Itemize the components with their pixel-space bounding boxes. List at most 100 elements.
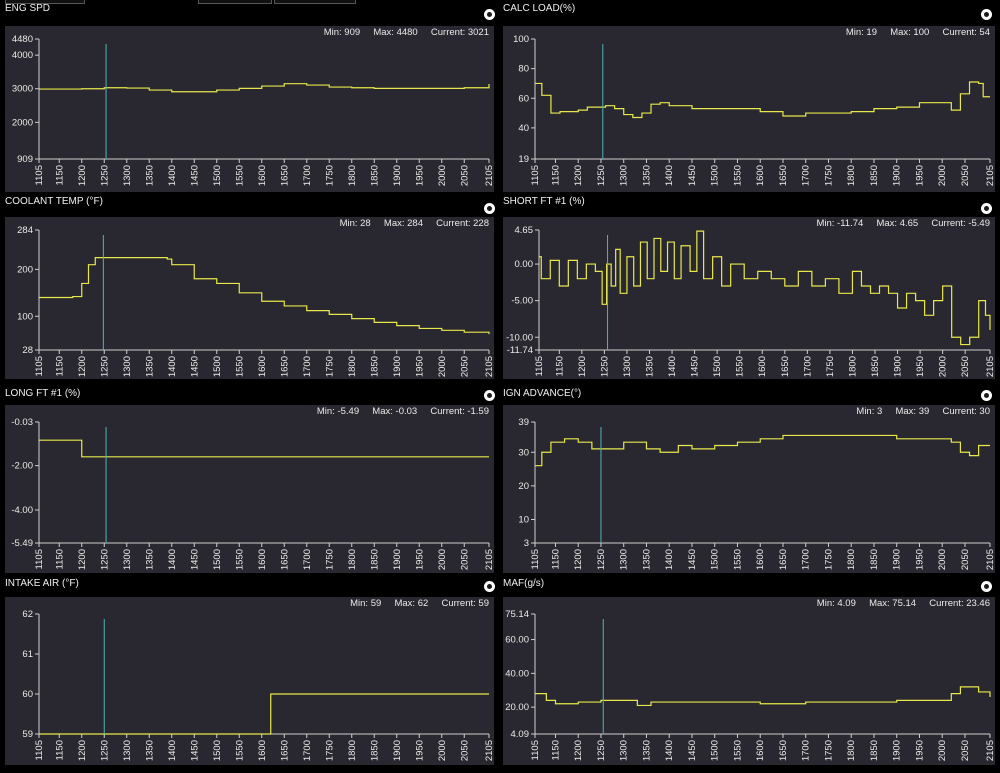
- y-tick-label: -2.00: [11, 461, 33, 472]
- panel-settings-icon[interactable]: [981, 203, 992, 214]
- panel-title: CALC LOAD(%): [503, 3, 576, 14]
- x-tick-label: 1650: [778, 165, 789, 186]
- panel-settings-icon[interactable]: [981, 9, 992, 20]
- x-tick-label: 1700: [302, 740, 313, 761]
- x-tick-label: 1400: [167, 549, 178, 570]
- panel-settings-icon[interactable]: [484, 581, 495, 592]
- chart-panel[interactable]: Min: 59 Max: 62 Current: 59 62 61 60 59 1105 1…: [5, 597, 494, 765]
- x-tick-label: 1700: [801, 165, 812, 186]
- x-tick-label: 1150: [554, 356, 565, 376]
- x-tick-label: 1400: [664, 165, 675, 186]
- x-tick-label: 1250: [99, 740, 110, 761]
- panel-settings-icon[interactable]: [484, 203, 495, 214]
- x-tick-label: 1400: [664, 740, 675, 761]
- x-tick-label: 2000: [937, 165, 948, 186]
- panel-title: IGN ADVANCE(°): [503, 388, 582, 399]
- y-tick-label: -5.49: [11, 538, 33, 549]
- x-tick-label: 1300: [122, 356, 133, 377]
- x-tick-label: 1200: [77, 356, 88, 377]
- x-tick-label: 1350: [641, 740, 652, 761]
- x-tick-label: 1450: [690, 356, 701, 377]
- x-tick-label: 1250: [596, 740, 607, 761]
- x-tick-label: 1500: [212, 549, 223, 570]
- x-tick-label: 1900: [392, 165, 403, 186]
- x-tick-label: 1950: [414, 356, 425, 377]
- chart-panel[interactable]: Min: -5.49 Max: -0.03 Current: -1.59 -0.0…: [5, 405, 494, 573]
- x-tick-label: 1700: [302, 549, 313, 570]
- x-tick-label: 1950: [414, 549, 425, 570]
- series-line: [39, 693, 489, 735]
- x-tick-label: 1400: [167, 165, 178, 186]
- series-line: [39, 257, 490, 335]
- x-tick-label: 1850: [369, 549, 380, 570]
- x-tick-label: 1400: [167, 356, 178, 377]
- x-tick-label: 2000: [437, 165, 448, 186]
- x-tick-label: 1150: [54, 549, 65, 569]
- axis-lines: [38, 230, 489, 351]
- x-tick-label: 1250: [596, 165, 607, 186]
- chart-panel[interactable]: Min: 3 Max: 39 Current: 30 39 30 20 10 3 1105 1…: [503, 405, 995, 573]
- chart-panel[interactable]: Min: 4.09 Max: 75.14 Current: 23.46 75.14…: [503, 597, 995, 765]
- x-tick-label: 1450: [687, 549, 698, 570]
- x-tick-label: 2000: [437, 356, 448, 377]
- panel-title: ENG SPD: [5, 3, 51, 14]
- x-tick-label: 2000: [937, 549, 948, 570]
- tab-stub-left[interactable]: [5, 0, 85, 4]
- chart-panel[interactable]: Min: -11.74 Max: 4.65 Current: -5.49 4.65…: [503, 217, 995, 379]
- x-tick-label: 1300: [122, 549, 133, 570]
- x-tick-label: 1300: [122, 165, 133, 186]
- y-tick-label: 4480: [12, 34, 33, 45]
- x-tick-label: 1350: [144, 740, 155, 761]
- chart-svg: Min: 909 Max: 4480 Current: 3021 4480 4000…: [12, 27, 494, 186]
- x-tick-label: 1350: [641, 165, 652, 186]
- panel-settings-icon[interactable]: [484, 390, 495, 401]
- series-line: [539, 230, 991, 346]
- tab-stub-mid-b[interactable]: [274, 0, 356, 4]
- x-tick-label: 1800: [847, 356, 858, 377]
- axis-lines: [534, 422, 990, 544]
- x-tick-label: 1300: [122, 740, 133, 761]
- x-tick-label: 2050: [459, 356, 470, 377]
- y-tick-label: 2000: [12, 117, 33, 128]
- y-tick-label: 62: [22, 609, 33, 620]
- axis-lines: [38, 614, 489, 735]
- chart-svg: Min: 28 Max: 284 Current: 228 284 200 100 28…: [17, 218, 494, 377]
- x-tick-label: 1900: [892, 165, 903, 186]
- x-tick-label: 1850: [870, 356, 881, 377]
- y-tick-label: 30: [518, 447, 529, 458]
- chart-panel[interactable]: Min: 19 Max: 100 Current: 54 100 80 60 40 19 1…: [503, 26, 995, 192]
- x-tick-label: 1200: [573, 165, 584, 186]
- x-tick-label: 2050: [459, 740, 470, 761]
- y-tick-label: -0.03: [11, 417, 33, 428]
- chart-panel[interactable]: Min: 909 Max: 4480 Current: 3021 4480 4000…: [5, 26, 494, 192]
- x-tick-label: 1700: [801, 740, 812, 761]
- panel-settings-icon[interactable]: [484, 9, 495, 20]
- chart-panel[interactable]: Min: 28 Max: 284 Current: 228 284 200 100 28…: [5, 217, 494, 379]
- x-tick-label: 2105: [985, 549, 995, 570]
- x-tick-label: 1400: [664, 549, 675, 570]
- series-line: [39, 439, 489, 458]
- x-tick-label: 1750: [324, 165, 335, 186]
- x-tick-label: 1950: [914, 740, 925, 761]
- x-tick-label: 2000: [937, 740, 948, 761]
- stats-readout: Min: 28 Max: 284 Current: 228: [340, 218, 489, 229]
- x-tick-label: 1600: [257, 165, 268, 186]
- x-tick-label: 1500: [212, 356, 223, 377]
- tab-stub-mid-a[interactable]: [198, 0, 272, 4]
- x-tick-label: 1105: [530, 549, 541, 569]
- x-tick-label: 1500: [712, 356, 723, 377]
- chart-svg: Min: 4.09 Max: 75.14 Current: 23.46 75.14…: [505, 598, 995, 761]
- panel-settings-icon[interactable]: [981, 390, 992, 401]
- x-tick-label: 1750: [324, 356, 335, 377]
- x-tick-label: 1950: [914, 165, 925, 186]
- x-tick-label: 1450: [189, 740, 200, 761]
- x-tick-label: 1950: [915, 356, 926, 377]
- panel-settings-icon[interactable]: [981, 581, 992, 592]
- stats-readout: Min: -11.74 Max: 4.65 Current: -5.49: [816, 218, 990, 229]
- x-tick-label: 1150: [54, 740, 65, 760]
- y-tick-label: 40.00: [505, 668, 529, 679]
- x-tick-label: 1105: [34, 165, 45, 185]
- x-tick-label: 2105: [484, 356, 494, 377]
- x-tick-label: 1850: [369, 165, 380, 186]
